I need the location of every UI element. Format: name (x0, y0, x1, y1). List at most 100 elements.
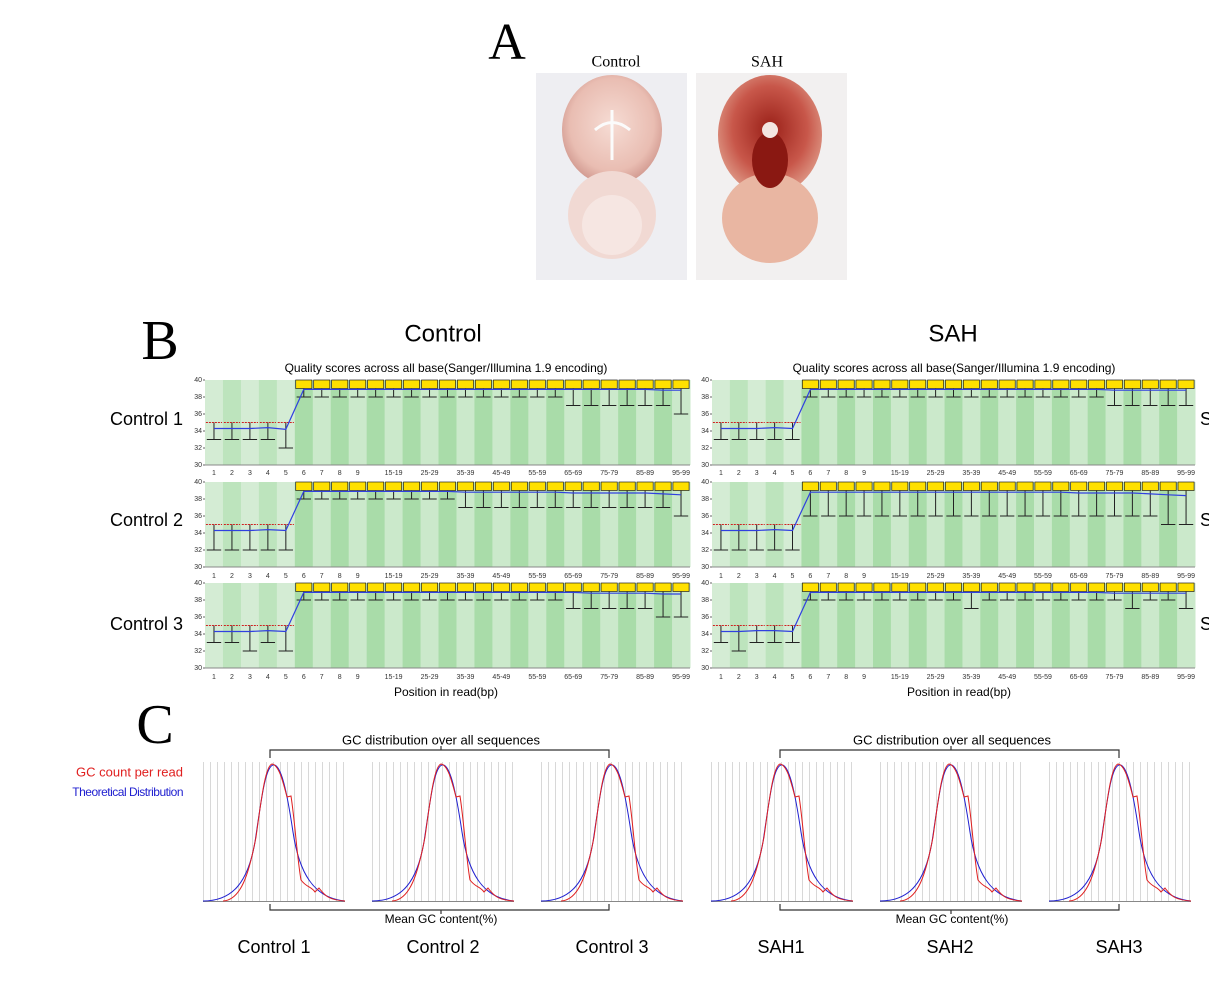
box (1141, 481, 1159, 491)
band (1051, 380, 1071, 465)
x-tick-label: 45-49 (492, 674, 510, 681)
box (873, 379, 891, 389)
x-tick-label: 7 (320, 674, 324, 681)
box (492, 481, 510, 491)
band (492, 380, 511, 465)
x-tick-label: 25-29 (421, 674, 439, 681)
photo-control (536, 73, 687, 280)
x-tick-label: 65-69 (564, 573, 582, 580)
box (403, 481, 421, 491)
band (855, 583, 874, 668)
x-tick-label: 55-59 (1034, 470, 1052, 477)
x-tick-label: 8 (338, 573, 342, 580)
x-tick-label: 25-29 (421, 573, 439, 580)
box (439, 379, 456, 389)
box (421, 481, 438, 491)
band (474, 482, 493, 567)
box (1123, 379, 1141, 389)
band (420, 380, 440, 465)
box (618, 481, 636, 491)
photo-sah (696, 73, 847, 280)
band (890, 583, 910, 668)
plot-title: Quality scores across all base(Sanger/Il… (285, 361, 608, 375)
x-tick-label: 55-59 (528, 674, 546, 681)
band (801, 380, 820, 465)
box (349, 582, 367, 592)
band (654, 583, 673, 668)
box (1088, 481, 1106, 491)
box (927, 481, 945, 491)
x-tick-label: 6 (808, 674, 812, 681)
x-tick-label: 9 (862, 674, 866, 681)
band (944, 583, 963, 668)
y-tick-label: 36 (194, 614, 202, 621)
x-tick-label: 7 (826, 674, 830, 681)
x-tick-label: 3 (248, 674, 252, 681)
band (890, 482, 910, 567)
x-tick-label: 35-39 (457, 573, 475, 580)
box (636, 379, 654, 389)
sample-label: Control 1 (237, 937, 310, 957)
x-tick-label: 1 (212, 674, 216, 681)
band (1177, 380, 1196, 465)
box (980, 582, 998, 592)
row-label: S (1200, 409, 1209, 429)
box (582, 379, 600, 389)
box (909, 379, 927, 389)
x-tick-label: 25-29 (927, 470, 945, 477)
x-tick-label: 95-99 (1177, 674, 1195, 681)
x-tick-label: 1 (212, 573, 216, 580)
box (1070, 582, 1088, 592)
box (1016, 582, 1034, 592)
band (330, 380, 350, 465)
box (385, 481, 403, 491)
band (1069, 482, 1089, 567)
y-tick-label: 40 (701, 479, 709, 486)
x-tick-label: 7 (320, 470, 324, 477)
row-label: S (1200, 614, 1209, 634)
band (962, 380, 981, 465)
box (801, 379, 819, 389)
box (582, 582, 600, 592)
x-tick-label: 15-19 (891, 573, 909, 580)
band (1051, 482, 1071, 567)
box (295, 481, 313, 491)
x-tick-label: 6 (302, 674, 306, 681)
box (474, 582, 492, 592)
box (1052, 481, 1070, 491)
row-label: Control 1 (110, 409, 183, 429)
box (909, 582, 927, 592)
band (420, 583, 440, 668)
band (600, 482, 619, 567)
band (510, 482, 529, 567)
panel-label: C (136, 694, 173, 756)
band (456, 380, 475, 465)
x-tick-label: 25-29 (421, 470, 439, 477)
box (837, 379, 855, 389)
band (330, 482, 350, 567)
band (1159, 583, 1178, 668)
x-tick-label: 85-89 (1141, 674, 1159, 681)
band (600, 583, 619, 668)
band (474, 583, 493, 668)
x-tick-label: 75-79 (1106, 674, 1124, 681)
band (980, 482, 999, 567)
band (855, 380, 874, 465)
box (385, 582, 403, 592)
band (672, 482, 691, 567)
band (672, 583, 691, 668)
x-axis-label: Position in read(bp) (394, 685, 498, 699)
band (819, 583, 838, 668)
x-tick-label: 2 (230, 573, 234, 580)
box (331, 481, 349, 491)
band (456, 583, 475, 668)
box (945, 379, 962, 389)
x-tick-label: 2 (230, 674, 234, 681)
box (873, 481, 891, 491)
box (855, 582, 873, 592)
row-label: S (1200, 510, 1209, 530)
x-tick-label: 75-79 (600, 573, 618, 580)
band (944, 482, 963, 567)
band (366, 583, 386, 668)
box (295, 582, 313, 592)
